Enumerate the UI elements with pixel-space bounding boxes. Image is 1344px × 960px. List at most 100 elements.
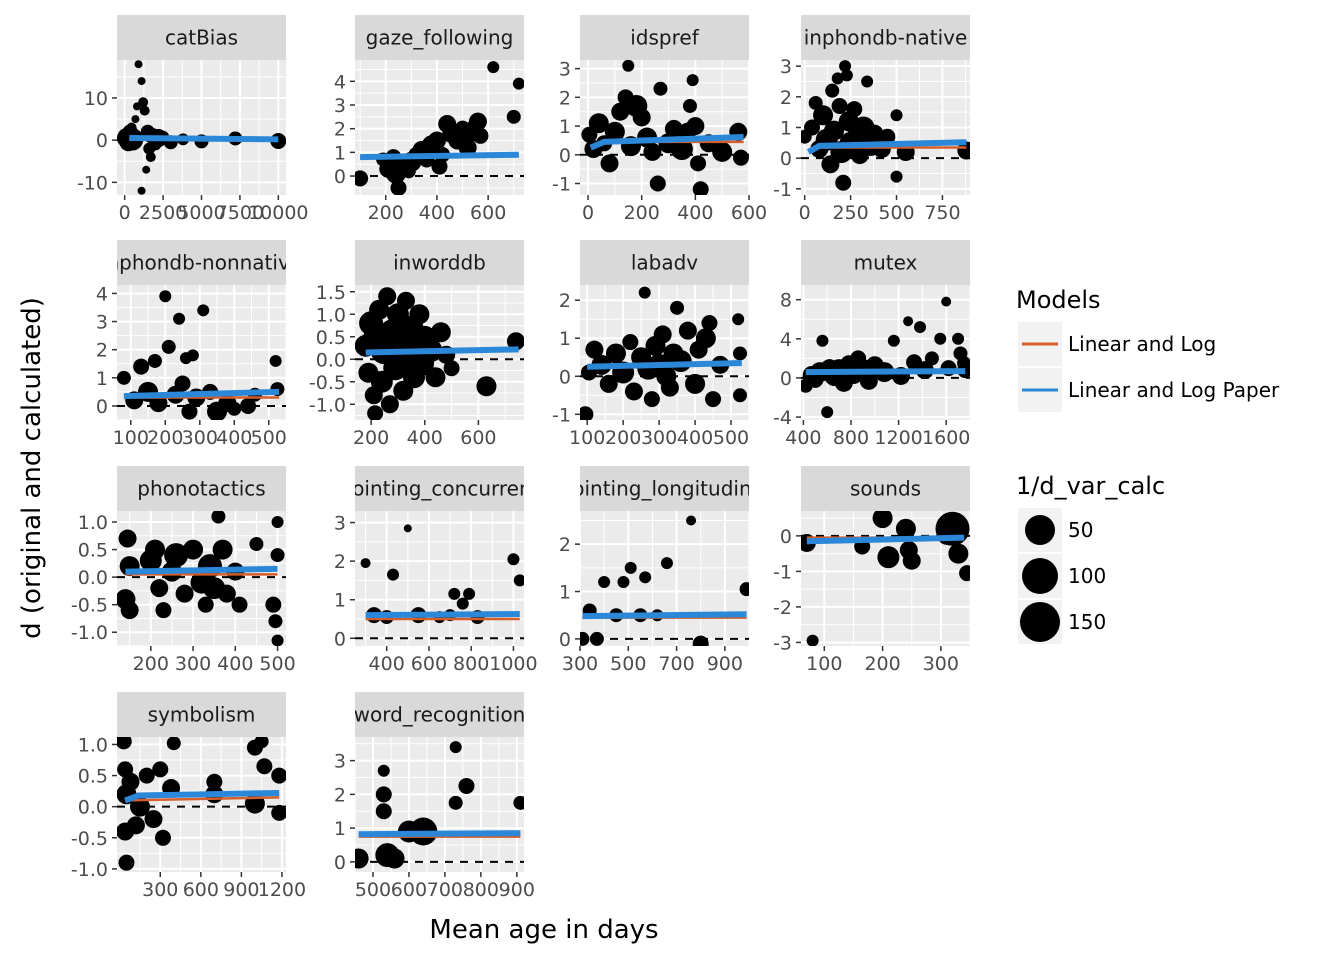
data-point: [643, 142, 662, 161]
data-point: [604, 121, 625, 142]
x-tick-label: 400: [677, 427, 713, 449]
y-tick-label: 2: [334, 784, 346, 806]
gridlines: [355, 737, 524, 872]
linear-and-log-paper-line: [365, 610, 520, 619]
y-tick-label: 1.5: [316, 282, 346, 304]
data-point: [685, 373, 706, 394]
y-tick-label: 0.5: [78, 766, 108, 788]
data-point: [271, 634, 284, 646]
y-tick-label: -0.5: [71, 828, 108, 850]
data-point: [934, 332, 947, 345]
plot-area: [355, 524, 524, 640]
data-point: [890, 170, 903, 183]
plot-area: [801, 296, 970, 419]
facet-title: inphondb-native: [804, 26, 968, 50]
data-point: [427, 131, 446, 150]
data-point: [507, 553, 520, 566]
data-point: [270, 548, 285, 563]
data-point: [816, 334, 829, 347]
x-tick-label: 300: [175, 653, 211, 675]
data-point: [690, 155, 707, 172]
data-point: [197, 304, 210, 317]
data-point: [580, 631, 590, 646]
x-tick-label: 600: [183, 879, 219, 901]
facet-strip: [117, 466, 286, 511]
facet-strip: [355, 466, 524, 511]
data-point: [957, 356, 970, 371]
data-point: [686, 117, 705, 136]
data-point: [902, 551, 921, 570]
data-point: [458, 138, 477, 157]
facet-strip: [580, 240, 749, 285]
linear-and-log-paper-line: [805, 368, 966, 376]
data-point: [161, 339, 176, 354]
y-tick-label: 0: [559, 629, 571, 651]
facet-panel-sounds: sounds 100 200 300 -3 -2 -1 0: [773, 466, 970, 675]
data-point: [183, 539, 204, 560]
data-point: [217, 584, 236, 603]
data-point: [137, 77, 146, 86]
linear-and-log-paper-line: [358, 830, 521, 838]
linear-and-log-paper-line: [360, 151, 519, 161]
data-point: [425, 367, 446, 388]
data-point: [369, 299, 390, 320]
data-point: [678, 321, 697, 340]
x-tick-label: 1200: [258, 879, 306, 901]
y-tick-label: 0.0: [78, 797, 108, 819]
y-tick-label: 0: [96, 396, 108, 418]
data-point: [139, 105, 150, 116]
y-tick-label: 3: [334, 95, 346, 117]
x-tick-label: 200: [605, 427, 641, 449]
data-point: [186, 349, 199, 362]
y-tick-label: 4: [334, 71, 346, 93]
facet-title: phonotactics: [137, 477, 265, 501]
x-tick-label: 10000: [248, 202, 308, 224]
data-point: [231, 596, 248, 613]
data-point: [705, 391, 722, 408]
plot-area: [355, 61, 524, 195]
facet-strip: [801, 240, 970, 285]
data-point: [948, 543, 969, 564]
x-tick-label: 200: [353, 427, 389, 449]
data-point: [639, 571, 652, 584]
x-tick-label: 5000: [177, 202, 225, 224]
x-tick-label: 500: [251, 427, 287, 449]
data-point: [861, 75, 874, 88]
data-point: [152, 761, 169, 778]
data-point: [643, 391, 660, 408]
facet-strip: [355, 15, 524, 60]
y-tick-label: 0: [780, 526, 792, 548]
data-point: [839, 60, 852, 73]
legend-models-title: Models: [1016, 286, 1101, 314]
data-point: [181, 403, 198, 420]
data-point: [265, 596, 282, 613]
x-tick-label: 300: [641, 427, 677, 449]
data-point: [431, 158, 448, 175]
data-point: [174, 375, 191, 392]
y-tick-label: 0.5: [316, 327, 346, 349]
data-point: [806, 634, 819, 646]
data-point: [513, 574, 524, 587]
data-point: [670, 138, 693, 161]
data-point: [134, 60, 143, 69]
legend-size-label: 100: [1068, 564, 1106, 588]
data-point: [129, 796, 150, 817]
x-tick-label: 0: [799, 202, 811, 224]
y-tick-label: 1.0: [78, 512, 108, 534]
facet-strip: [117, 240, 286, 285]
x-tick-label: 500: [610, 653, 646, 675]
plot-area: [580, 60, 749, 195]
data-point: [409, 304, 430, 325]
facet-title: idspref: [630, 26, 699, 50]
y-tick-label: 2: [96, 340, 108, 362]
data-point: [865, 124, 884, 143]
x-tick-label: 200: [624, 202, 660, 224]
facet-strip: [580, 15, 749, 60]
data-point: [887, 334, 900, 347]
y-tick-label: 3: [559, 59, 571, 81]
data-point: [831, 98, 848, 115]
y-tick-label: 0.0: [316, 349, 346, 371]
